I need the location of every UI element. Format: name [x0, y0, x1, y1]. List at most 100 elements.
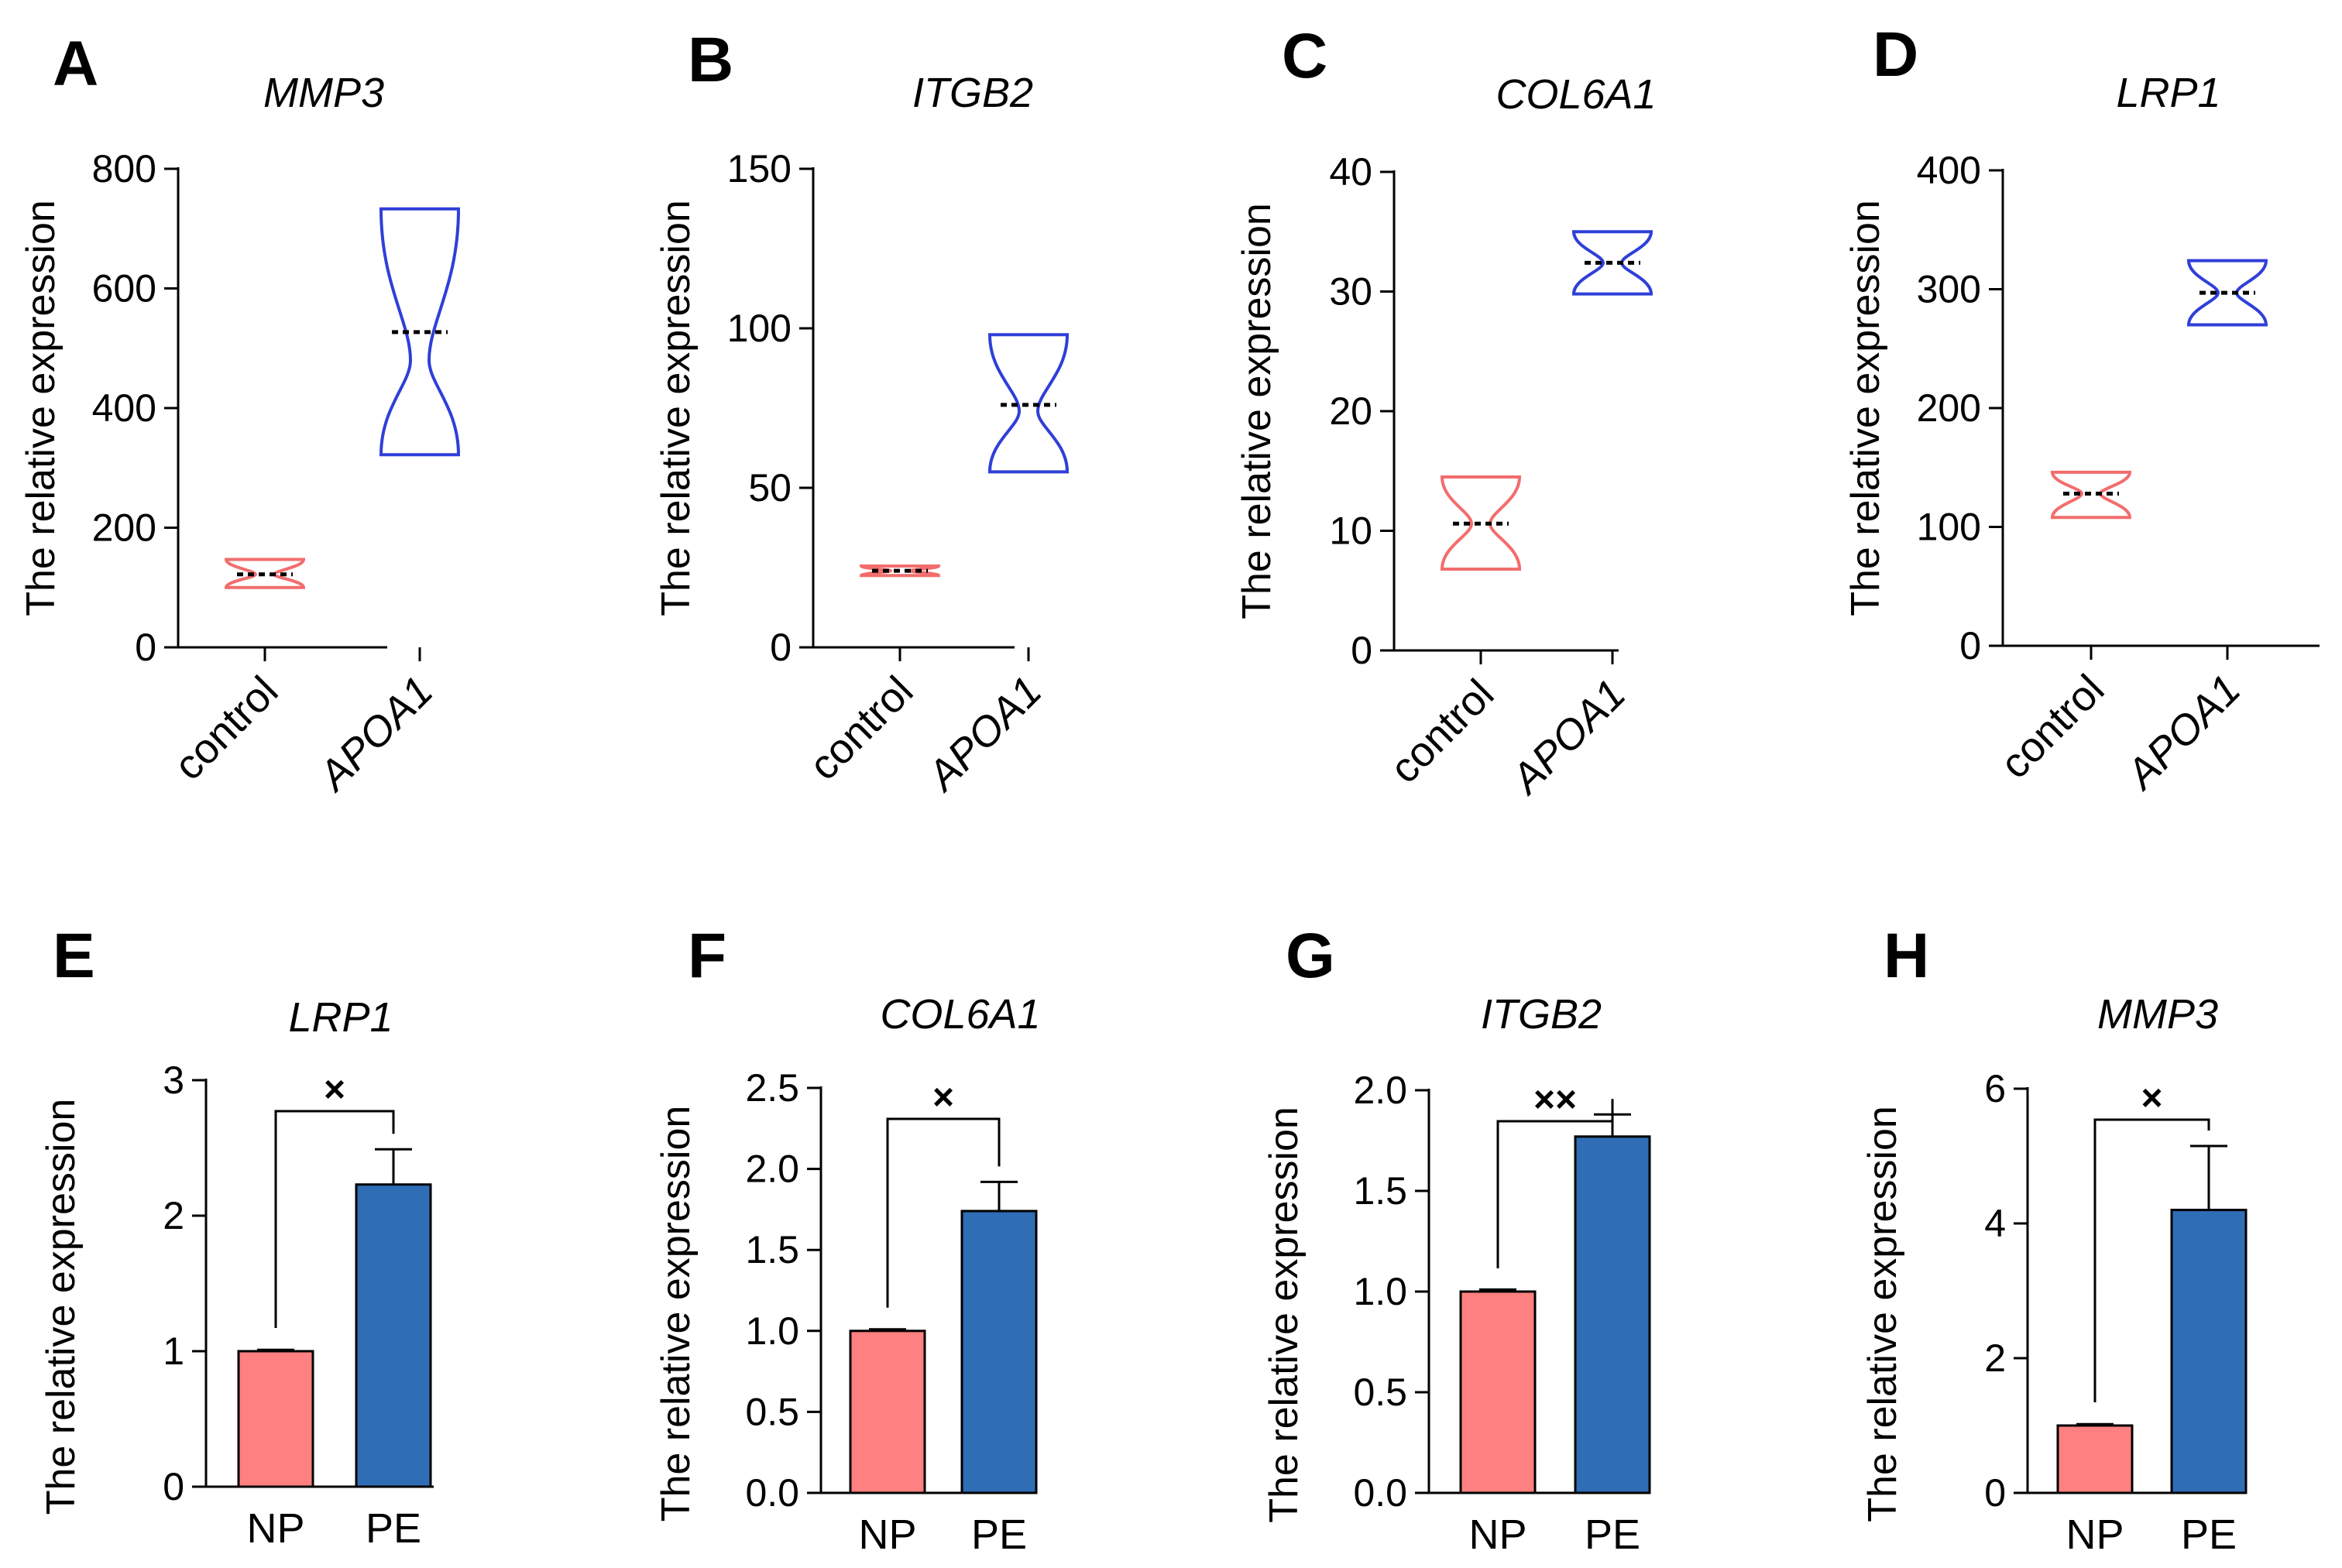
chart-title: MMP3: [2097, 991, 2218, 1038]
y-tick-label: 100: [727, 307, 792, 350]
y-tick-label: 20: [1329, 389, 1372, 433]
y-tick-label: 300: [1917, 268, 1981, 311]
significance-bracket: [1496, 1099, 1614, 1268]
panel-a: 0 200 400 600 800 The relative expression A MMP…: [19, 29, 461, 801]
bar-np: [1459, 1290, 1537, 1494]
x-tick-label: APOA1: [918, 667, 1051, 801]
panel-g: 0.0 0.5 1.0 1.5 2.0 The relative expression G I…: [1262, 921, 1651, 1558]
chart-title: MMP3: [263, 70, 384, 116]
y-tick-label: 0: [1959, 624, 1981, 667]
bar-np: [2056, 1424, 2134, 1494]
x-tick-label: control: [165, 667, 287, 789]
y-tick-label: 0.0: [745, 1471, 799, 1515]
panel-d: 0 100 200 300 400 The relative expression D LRP…: [1843, 19, 2320, 799]
y-tick-label: 0.5: [745, 1390, 799, 1433]
y-tick-label: 400: [1917, 149, 1981, 192]
chart-title: COL6A1: [880, 991, 1040, 1038]
significance-bracket: [274, 1110, 395, 1328]
panel-letter: C: [1282, 21, 1327, 91]
panel-h: 0 2 4 6 The relative expression H MMP3 NP PE ×: [1860, 921, 2248, 1558]
y-tick-label: 0.0: [1353, 1471, 1407, 1515]
bar-pe: [355, 1183, 432, 1488]
y-tick-label: 1.0: [745, 1309, 799, 1353]
x-tick-label: PE: [366, 1505, 421, 1552]
chart-title: ITGB2: [1481, 991, 1602, 1038]
panel-b: 0 50 100 150 The relative expression B ITGB2 co…: [654, 25, 1070, 801]
y-tick-label: 4: [1984, 1202, 2006, 1245]
y-tick-label: 2: [1984, 1336, 2006, 1380]
y-tick-label: 150: [727, 147, 792, 190]
y-axis-label: The relative expression: [1860, 1106, 1905, 1522]
y-tick-label: 400: [92, 386, 156, 430]
x-tick-label: NP: [246, 1505, 304, 1552]
y-tick-label: 2.5: [745, 1066, 799, 1110]
y-tick-label: 0: [163, 1465, 184, 1508]
y-tick-label: 200: [1917, 386, 1981, 430]
x-tick-label: control: [800, 667, 922, 789]
bar-pe: [960, 1209, 1038, 1494]
significance-marker: ×: [324, 1069, 345, 1110]
x-tick-label: PE: [971, 1511, 1027, 1558]
y-axis-label: The relative expression: [1843, 200, 1888, 616]
panel-letter: A: [53, 29, 98, 99]
panel-letter: H: [1884, 921, 1929, 991]
x-tick-label: APOA1: [1502, 671, 1635, 804]
bar-pe: [1574, 1135, 1651, 1494]
y-tick-label: 600: [92, 267, 156, 311]
y-tick-label: 3: [163, 1058, 184, 1102]
x-tick-label: control: [1991, 666, 2113, 787]
y-tick-label: 0: [1351, 629, 1372, 672]
y-tick-label: 10: [1329, 510, 1372, 553]
y-tick-label: 1.5: [745, 1228, 799, 1271]
y-tick-label: 2.0: [745, 1148, 799, 1191]
chart-title: COL6A1: [1496, 71, 1656, 118]
significance-bracket: [2093, 1118, 2210, 1402]
y-tick-label: 0.5: [1353, 1371, 1407, 1414]
x-tick-label: APOA1: [309, 667, 442, 801]
y-tick-label: 50: [748, 466, 792, 510]
x-tick-label: NP: [1468, 1511, 1526, 1558]
y-tick-label: 30: [1329, 270, 1372, 314]
y-tick-label: 1.0: [1353, 1270, 1407, 1313]
panel-letter: E: [53, 921, 95, 991]
y-tick-label: 200: [92, 506, 156, 550]
y-axis-label: The relative expression: [654, 200, 699, 616]
significance-marker: ×: [2141, 1078, 2162, 1119]
panel-letter: B: [688, 25, 733, 95]
panel-f: 0.0 0.5 1.0 1.5 2.0 2.5 The relative expressio…: [654, 921, 1041, 1558]
y-axis-label: The relative expression: [19, 200, 64, 616]
bar-np: [237, 1350, 314, 1488]
y-tick-label: 40: [1329, 150, 1372, 194]
bar-pe: [2170, 1209, 2248, 1494]
x-tick-label: PE: [1585, 1511, 1640, 1558]
chart-title: LRP1: [288, 994, 393, 1041]
x-tick-label: PE: [2181, 1511, 2237, 1558]
y-tick-label: 1: [163, 1330, 184, 1373]
y-tick-label: 0: [770, 626, 792, 669]
significance-bracket: [886, 1117, 1001, 1308]
x-tick-label: NP: [858, 1511, 916, 1558]
bar-np: [849, 1330, 926, 1494]
panel-letter: G: [1286, 921, 1335, 991]
panel-e: 0 1 2 3 The relative expression E LRP1 NP PE ×: [39, 921, 434, 1552]
y-axis-label: The relative expression: [1262, 1107, 1307, 1523]
x-tick-label: NP: [2066, 1511, 2124, 1558]
y-tick-label: 2.0: [1353, 1069, 1407, 1112]
y-axis-label: The relative expression: [39, 1099, 84, 1515]
y-tick-label: 100: [1917, 506, 1981, 549]
y-axis-label: The relative expression: [654, 1106, 699, 1522]
panel-c: 0 10 20 30 40 The relative expression C COL6A1 c…: [1235, 21, 1657, 804]
panel-letter: F: [688, 921, 726, 991]
y-tick-label: 0: [1984, 1471, 2006, 1515]
y-axis-label: The relative expression: [1235, 203, 1279, 619]
x-tick-label: APOA1: [2117, 666, 2250, 799]
y-tick-label: 800: [92, 147, 156, 190]
y-tick-label: 2: [163, 1194, 184, 1237]
y-tick-label: 1.5: [1353, 1169, 1407, 1213]
chart-title: LRP1: [2116, 70, 2220, 116]
chart-title: ITGB2: [912, 70, 1033, 116]
significance-marker: ××: [1533, 1079, 1577, 1120]
y-tick-label: 0: [135, 626, 156, 669]
panel-letter: D: [1873, 19, 1918, 90]
